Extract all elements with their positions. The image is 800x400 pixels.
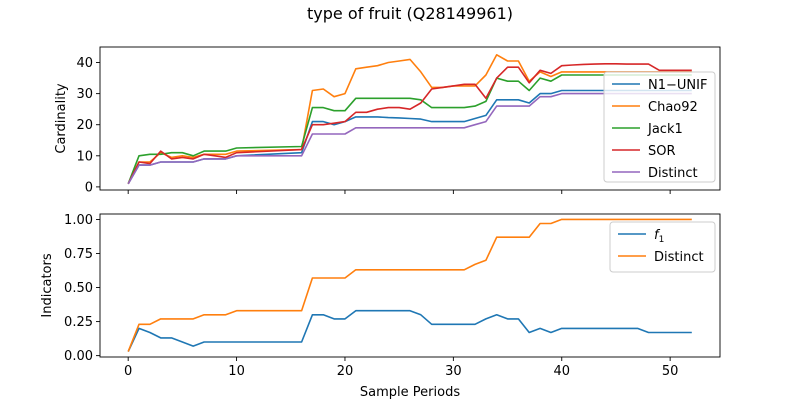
x-tick-label: 40: [553, 364, 570, 379]
y-tick-label: 0.00: [64, 349, 93, 364]
x-tick-label: 50: [662, 364, 679, 379]
y-tick-label: 0.50: [64, 281, 93, 296]
legend-label-distinct: Distinct: [654, 250, 704, 265]
legend: N1−UNIF Chao92 Jack1 SOR Distinct: [603, 71, 716, 183]
y-tick-label: 10: [76, 149, 93, 164]
y-tick-label: 30: [76, 87, 93, 102]
series-line-distinct: [127, 92, 692, 185]
series-line-chao92: [127, 53, 692, 185]
chart-title: type of fruit (Q28149961): [307, 4, 513, 23]
y-tick-label: 40: [76, 56, 93, 71]
cardinality-panel: 0 10 20 30 40 Cardinality N1−UNIF Chao92 Jack1 SO…: [54, 46, 721, 195]
x-tick-label: 30: [445, 364, 462, 379]
legend-label-distinct: Distinct: [648, 166, 698, 181]
x-tick-label: 10: [228, 364, 245, 379]
plot-frame: [99, 213, 721, 358]
y-tick-label: 0: [85, 180, 93, 195]
legend-label-n1-unif: N1−UNIF: [648, 78, 707, 93]
y-tick-label: 20: [76, 118, 93, 133]
x-tick-label: 0: [124, 364, 132, 379]
legend: f1 Distinct: [609, 221, 716, 273]
y-tick-label: 0.25: [64, 315, 93, 330]
series-line-distinct: [127, 218, 692, 352]
legend-box: [603, 71, 716, 183]
indicators-panel: 0 10 20 30 40 50 0.00 0.25 0.50 0.75 1.00 Indicator…: [40, 213, 721, 379]
legend-label-jack1: Jack1: [647, 122, 683, 137]
y-tick-label: 0.75: [64, 247, 93, 262]
x-axis-title: Sample Periods: [360, 385, 460, 400]
plot-frame: [99, 46, 721, 191]
y-axis-title: Indicators: [40, 253, 55, 317]
y-tick-label: 1.00: [64, 213, 93, 228]
legend-label-sor: SOR: [648, 144, 676, 159]
y-axis-title: Cardinality: [54, 83, 69, 154]
legend-label-chao92: Chao92: [648, 100, 698, 115]
series-line-f1: [127, 309, 692, 352]
series-line-jack1: [127, 74, 692, 185]
series-line-sor: [127, 62, 692, 185]
legend-label-f1: f1: [654, 228, 664, 245]
x-tick-label: 20: [337, 364, 354, 379]
